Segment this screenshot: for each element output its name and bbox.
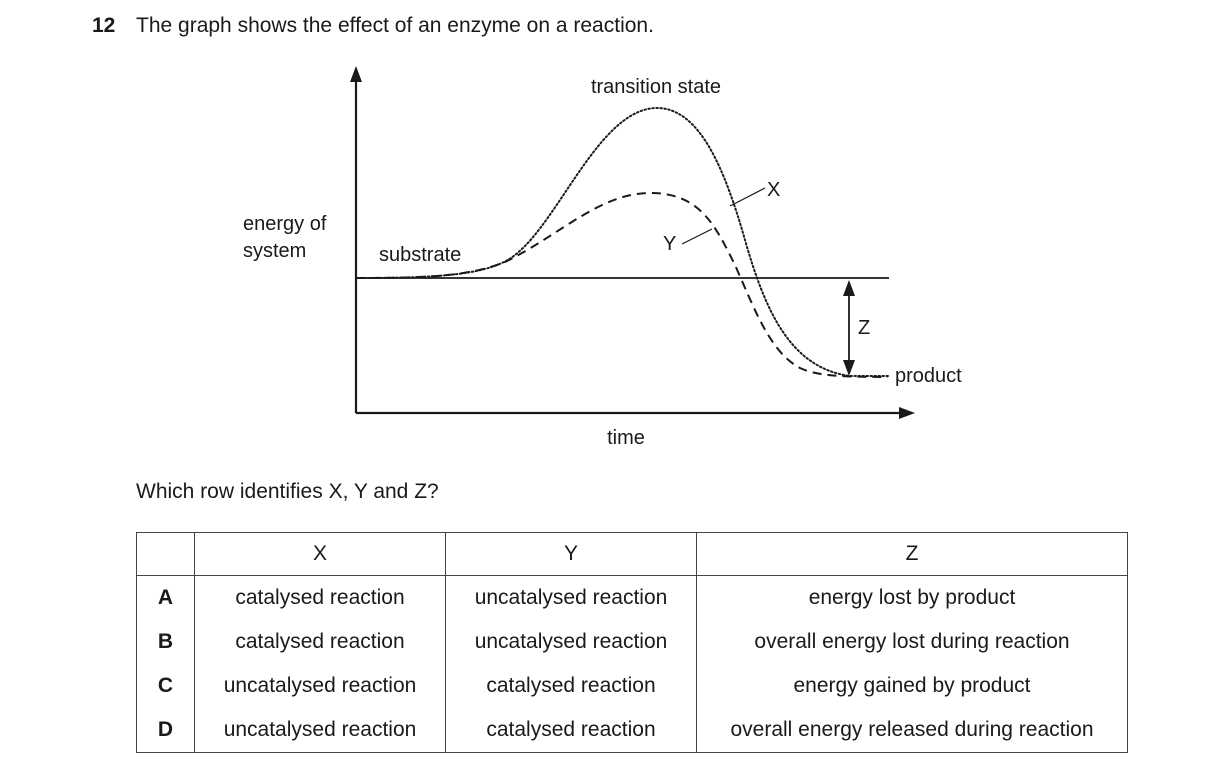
- x-axis-label: time: [607, 427, 645, 449]
- question-text: The graph shows the effect of an enzyme …: [136, 14, 654, 37]
- option-x: catalysed reaction: [194, 575, 446, 620]
- label-y: Y: [663, 233, 676, 255]
- question-prompt: Which row identifies X, Y and Z?: [136, 480, 439, 503]
- question-number: 12: [92, 14, 116, 37]
- option-x: uncatalysed reaction: [194, 664, 446, 708]
- header-blank: [136, 532, 195, 576]
- label-product: product: [895, 365, 962, 387]
- label-transition-state: transition state: [591, 76, 721, 98]
- option-x: uncatalysed reaction: [194, 708, 446, 753]
- header-z: Z: [696, 532, 1128, 576]
- option-letter: D: [136, 708, 195, 753]
- option-y: catalysed reaction: [445, 664, 697, 708]
- option-y: uncatalysed reaction: [445, 575, 697, 620]
- option-z: overall energy released during reaction: [696, 708, 1128, 753]
- x-leader-line: [729, 187, 766, 207]
- z-arrow-down-icon: [843, 360, 855, 376]
- answer-table: X Y Z A catalysed reaction uncatalysed r…: [136, 532, 1128, 753]
- table-header-row: X Y Z: [136, 532, 1128, 576]
- option-letter: B: [136, 620, 195, 664]
- energy-diagram: transition state X Y substrate energy of…: [243, 66, 962, 449]
- option-z: energy lost by product: [696, 575, 1128, 620]
- option-letter: A: [136, 575, 195, 620]
- option-row-a[interactable]: A catalysed reaction uncatalysed reactio…: [136, 575, 1128, 620]
- option-x: catalysed reaction: [194, 620, 446, 664]
- label-z: Z: [858, 317, 870, 339]
- y-axis-label-line2: system: [243, 240, 306, 262]
- option-row-c[interactable]: C uncatalysed reaction catalysed reactio…: [136, 664, 1128, 708]
- label-substrate: substrate: [379, 244, 461, 266]
- option-z: overall energy lost during reaction: [696, 620, 1128, 664]
- y-leader-line: [681, 228, 713, 245]
- z-arrow-up-icon: [843, 280, 855, 296]
- header-x: X: [194, 532, 446, 576]
- option-y: catalysed reaction: [445, 708, 697, 753]
- option-row-d[interactable]: D uncatalysed reaction catalysed reactio…: [136, 708, 1128, 753]
- option-y: uncatalysed reaction: [445, 620, 697, 664]
- curve-x-dotted: [355, 106, 889, 377]
- option-letter: C: [136, 664, 195, 708]
- curve-y-dashed: [355, 191, 889, 378]
- x-axis-arrow-icon: [899, 407, 915, 419]
- header-y: Y: [445, 532, 697, 576]
- y-axis-label-line1: energy of: [243, 213, 327, 235]
- option-row-b[interactable]: B catalysed reaction uncatalysed reactio…: [136, 620, 1128, 664]
- y-axis-arrow-icon: [350, 66, 362, 82]
- option-z: energy gained by product: [696, 664, 1128, 708]
- label-x: X: [767, 179, 780, 201]
